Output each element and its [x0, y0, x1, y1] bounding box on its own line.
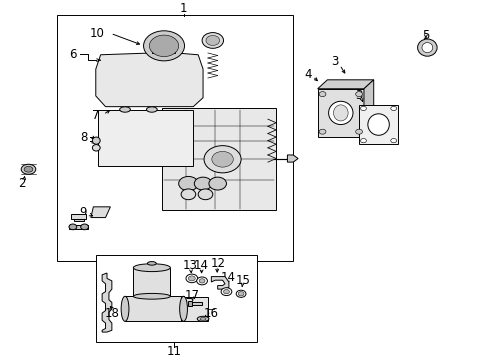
Ellipse shape — [92, 137, 100, 144]
Circle shape — [223, 289, 229, 294]
Text: 16: 16 — [203, 307, 219, 320]
Ellipse shape — [197, 316, 208, 321]
Bar — [152, 44, 175, 53]
Text: 3: 3 — [355, 89, 362, 102]
Circle shape — [238, 292, 244, 296]
Text: 1: 1 — [180, 3, 187, 15]
Circle shape — [188, 276, 195, 281]
Polygon shape — [102, 273, 112, 332]
Polygon shape — [317, 80, 373, 89]
Polygon shape — [287, 155, 298, 162]
Circle shape — [360, 106, 366, 111]
Text: 6: 6 — [69, 48, 77, 60]
Circle shape — [319, 129, 325, 134]
Bar — [98, 110, 193, 166]
Ellipse shape — [120, 107, 130, 112]
Circle shape — [236, 290, 245, 297]
Bar — [74, 219, 83, 221]
Circle shape — [178, 176, 198, 191]
Text: 13: 13 — [182, 259, 197, 273]
Circle shape — [143, 31, 184, 61]
Ellipse shape — [417, 39, 436, 56]
Text: 4: 4 — [304, 68, 311, 81]
Text: 18: 18 — [104, 307, 119, 320]
Circle shape — [181, 189, 195, 200]
Text: 12: 12 — [210, 257, 224, 270]
Ellipse shape — [121, 296, 129, 321]
Circle shape — [203, 146, 241, 173]
Text: 2: 2 — [18, 177, 25, 190]
Bar — [125, 296, 183, 321]
Bar — [96, 255, 256, 342]
Text: 14: 14 — [221, 271, 235, 284]
Polygon shape — [211, 276, 228, 289]
Ellipse shape — [146, 107, 157, 112]
Ellipse shape — [421, 42, 432, 53]
Text: 5: 5 — [421, 28, 428, 42]
Text: 9: 9 — [79, 206, 86, 219]
Circle shape — [185, 274, 197, 283]
Text: 17: 17 — [184, 289, 200, 302]
Text: 15: 15 — [236, 274, 250, 287]
Circle shape — [149, 35, 178, 57]
Bar — [188, 301, 192, 306]
Text: 14: 14 — [194, 258, 209, 272]
Bar — [71, 214, 86, 219]
Ellipse shape — [147, 262, 156, 265]
Circle shape — [211, 151, 233, 167]
Ellipse shape — [21, 164, 36, 174]
Circle shape — [319, 92, 325, 96]
Bar — [69, 225, 88, 229]
Bar — [57, 15, 293, 261]
Ellipse shape — [133, 293, 170, 299]
Circle shape — [196, 277, 207, 285]
Ellipse shape — [92, 145, 100, 151]
Ellipse shape — [328, 101, 352, 125]
Circle shape — [205, 35, 219, 45]
Text: 7: 7 — [92, 109, 100, 122]
Ellipse shape — [333, 105, 347, 121]
Bar — [181, 297, 207, 321]
Bar — [161, 108, 276, 210]
Circle shape — [69, 224, 77, 230]
Bar — [133, 268, 170, 296]
Circle shape — [390, 106, 396, 111]
Polygon shape — [363, 80, 373, 137]
Ellipse shape — [133, 264, 170, 271]
Bar — [317, 89, 363, 137]
Circle shape — [198, 189, 212, 200]
Circle shape — [199, 279, 204, 283]
Circle shape — [221, 288, 231, 296]
Circle shape — [194, 177, 211, 190]
Circle shape — [390, 139, 396, 143]
Ellipse shape — [200, 318, 205, 320]
Ellipse shape — [179, 296, 187, 321]
Circle shape — [208, 177, 226, 190]
Ellipse shape — [367, 114, 388, 135]
Circle shape — [202, 33, 223, 48]
Circle shape — [360, 139, 366, 143]
Circle shape — [355, 92, 362, 96]
Bar — [189, 302, 201, 305]
Bar — [358, 105, 397, 144]
Circle shape — [81, 224, 88, 230]
Text: 10: 10 — [90, 27, 104, 40]
Text: 11: 11 — [166, 345, 181, 357]
Polygon shape — [91, 207, 110, 217]
Polygon shape — [96, 49, 203, 107]
Text: 3: 3 — [330, 55, 338, 68]
Text: 8: 8 — [80, 131, 87, 144]
Circle shape — [355, 129, 362, 134]
Ellipse shape — [24, 166, 33, 172]
